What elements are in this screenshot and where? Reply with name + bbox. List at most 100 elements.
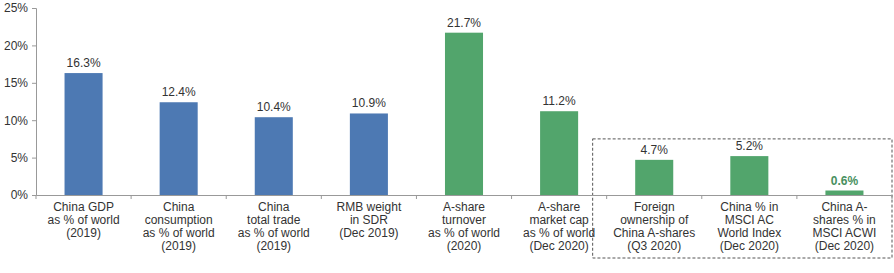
bar bbox=[635, 160, 673, 195]
x-axis bbox=[36, 195, 893, 199]
x-tick-label-line: consumption bbox=[145, 213, 213, 227]
y-tick-label: 15% bbox=[4, 76, 28, 90]
data-labels: 16.3% 12.4% 10.4% 10.9% 21.7% 11.2% 4.7% 5.2% 0.… bbox=[67, 16, 859, 188]
data-label: 10.9% bbox=[352, 96, 386, 110]
y-tick-mark bbox=[32, 45, 36, 46]
x-tick-label-line: China bbox=[163, 200, 195, 214]
x-tick-label-line: (Dec 2019) bbox=[339, 226, 398, 240]
data-label: 16.3% bbox=[67, 56, 101, 70]
plot: 0%5%10%15%20%25%China GDPas % of world(2… bbox=[4, 1, 893, 258]
y-tick-mark bbox=[32, 158, 36, 159]
y-tick-mark bbox=[32, 195, 36, 196]
x-tick-label-line: market cap bbox=[529, 213, 589, 227]
x-tick-label-line: shares % in bbox=[813, 213, 876, 227]
highlight-box bbox=[593, 139, 892, 258]
x-tick-label-line: (Dec 2020) bbox=[529, 239, 588, 253]
x-tick-label: A-sharemarket capas % of world(Dec 2020) bbox=[523, 200, 595, 253]
bar bbox=[160, 102, 198, 195]
x-separator bbox=[226, 195, 227, 199]
y-tick-label: 10% bbox=[4, 114, 28, 128]
x-tick-label-line: World Index bbox=[717, 226, 781, 240]
x-tick-label-line: RMB weight bbox=[337, 200, 402, 214]
x-tick-label-line: (2019) bbox=[66, 226, 101, 240]
y-tick-mark bbox=[32, 120, 36, 121]
x-tick-label-line: (2020) bbox=[447, 239, 482, 253]
x-separator bbox=[131, 195, 132, 199]
bar bbox=[825, 191, 863, 195]
y-tick: 25% bbox=[4, 1, 36, 15]
y-axis: 0% 5% 10% 15% 20% 25% bbox=[4, 1, 37, 202]
bar bbox=[350, 113, 388, 195]
y-tick-mark bbox=[32, 83, 36, 84]
y-tick: 15% bbox=[4, 76, 36, 90]
x-tick-label: Chinaconsumptionas % of world(2019) bbox=[143, 200, 215, 253]
x-tick-label: Chinatotal tradeas % of world(2019) bbox=[238, 200, 310, 253]
x-tick-label-line: total trade bbox=[247, 213, 301, 227]
chart: 0%5%10%15%20%25%China GDPas % of world(2… bbox=[0, 0, 894, 273]
y-tick: 10% bbox=[4, 114, 36, 128]
bars bbox=[65, 33, 864, 195]
x-tick-label-line: Foreign bbox=[634, 200, 675, 214]
x-separator bbox=[511, 195, 512, 199]
x-tick-label-line: China bbox=[258, 200, 290, 214]
x-axis-line bbox=[37, 195, 893, 196]
data-label: 5.2% bbox=[736, 139, 764, 153]
x-tick-label-line: A-share bbox=[443, 200, 485, 214]
y-tick: 20% bbox=[4, 39, 36, 53]
x-tick-label-line: A-share bbox=[538, 200, 580, 214]
y-tick-label: 0% bbox=[11, 188, 29, 202]
x-tick-label: China GDPas % of world(2019) bbox=[48, 200, 120, 240]
x-tick-label: China A-shares % inMSCI ACWI(Dec 2020) bbox=[812, 200, 876, 253]
x-tick-label-line: turnover bbox=[442, 213, 486, 227]
x-tick-label-line: China % in bbox=[720, 200, 778, 214]
x-separator bbox=[892, 195, 893, 199]
x-tick-label-line: (Q3 2020) bbox=[627, 239, 681, 253]
bar bbox=[540, 111, 578, 195]
x-tick-label-line: as % of world bbox=[238, 226, 310, 240]
x-separator bbox=[321, 195, 322, 199]
data-label: 21.7% bbox=[447, 16, 481, 30]
x-tick-label-line: MSCI AC bbox=[725, 213, 775, 227]
x-tick-label-line: as % of world bbox=[523, 226, 595, 240]
bar bbox=[730, 156, 768, 195]
x-tick-labels: China GDPas % of world(2019)Chinaconsump… bbox=[48, 200, 877, 253]
data-label: 4.7% bbox=[641, 143, 669, 157]
x-tick-label-line: MSCI ACWI bbox=[812, 226, 876, 240]
x-tick-label-line: (2019) bbox=[256, 239, 291, 253]
x-tick-label: Foreignownership ofChina A-shares(Q3 202… bbox=[613, 200, 695, 253]
y-tick-label: 20% bbox=[4, 39, 28, 53]
x-tick-label-line: (Dec 2020) bbox=[815, 239, 874, 253]
bar bbox=[445, 33, 483, 195]
x-tick-label-line: China GDP bbox=[53, 200, 114, 214]
data-label: 10.4% bbox=[257, 100, 291, 114]
x-tick-label-line: (Dec 2020) bbox=[720, 239, 779, 253]
x-separator bbox=[701, 195, 702, 199]
x-separator bbox=[416, 195, 417, 199]
x-tick-label-line: in SDR bbox=[350, 213, 388, 227]
y-tick: 0% bbox=[11, 188, 36, 202]
x-tick-label-line: (2019) bbox=[161, 239, 196, 253]
x-tick-label-line: as % of world bbox=[143, 226, 215, 240]
bar bbox=[255, 117, 293, 195]
data-label: 0.6% bbox=[831, 174, 859, 188]
x-tick-label-line: China A- bbox=[821, 200, 867, 214]
x-tick-label: China % inMSCI ACWorld Index(Dec 2020) bbox=[717, 200, 781, 253]
y-tick-label: 5% bbox=[11, 151, 29, 165]
y-tick: 5% bbox=[11, 151, 36, 165]
x-tick-label: RMB weightin SDR(Dec 2019) bbox=[337, 200, 402, 240]
x-separators bbox=[36, 195, 892, 199]
x-tick-label-line: ownership of bbox=[620, 213, 689, 227]
x-tick-label-line: as % of world bbox=[48, 213, 120, 227]
data-label: 12.4% bbox=[162, 85, 196, 99]
x-separator bbox=[36, 195, 37, 199]
bar bbox=[65, 73, 103, 195]
x-tick-label-line: China A-shares bbox=[613, 226, 695, 240]
x-separator bbox=[796, 195, 797, 199]
x-tick-label-line: as % of world bbox=[428, 226, 500, 240]
data-label: 11.2% bbox=[543, 94, 576, 108]
y-tick-mark bbox=[32, 8, 36, 9]
x-tick-label: A-shareturnoveras % of world(2020) bbox=[428, 200, 500, 253]
y-tick-label: 25% bbox=[4, 1, 28, 15]
x-separator bbox=[606, 195, 607, 199]
y-axis-line bbox=[32, 9, 37, 196]
